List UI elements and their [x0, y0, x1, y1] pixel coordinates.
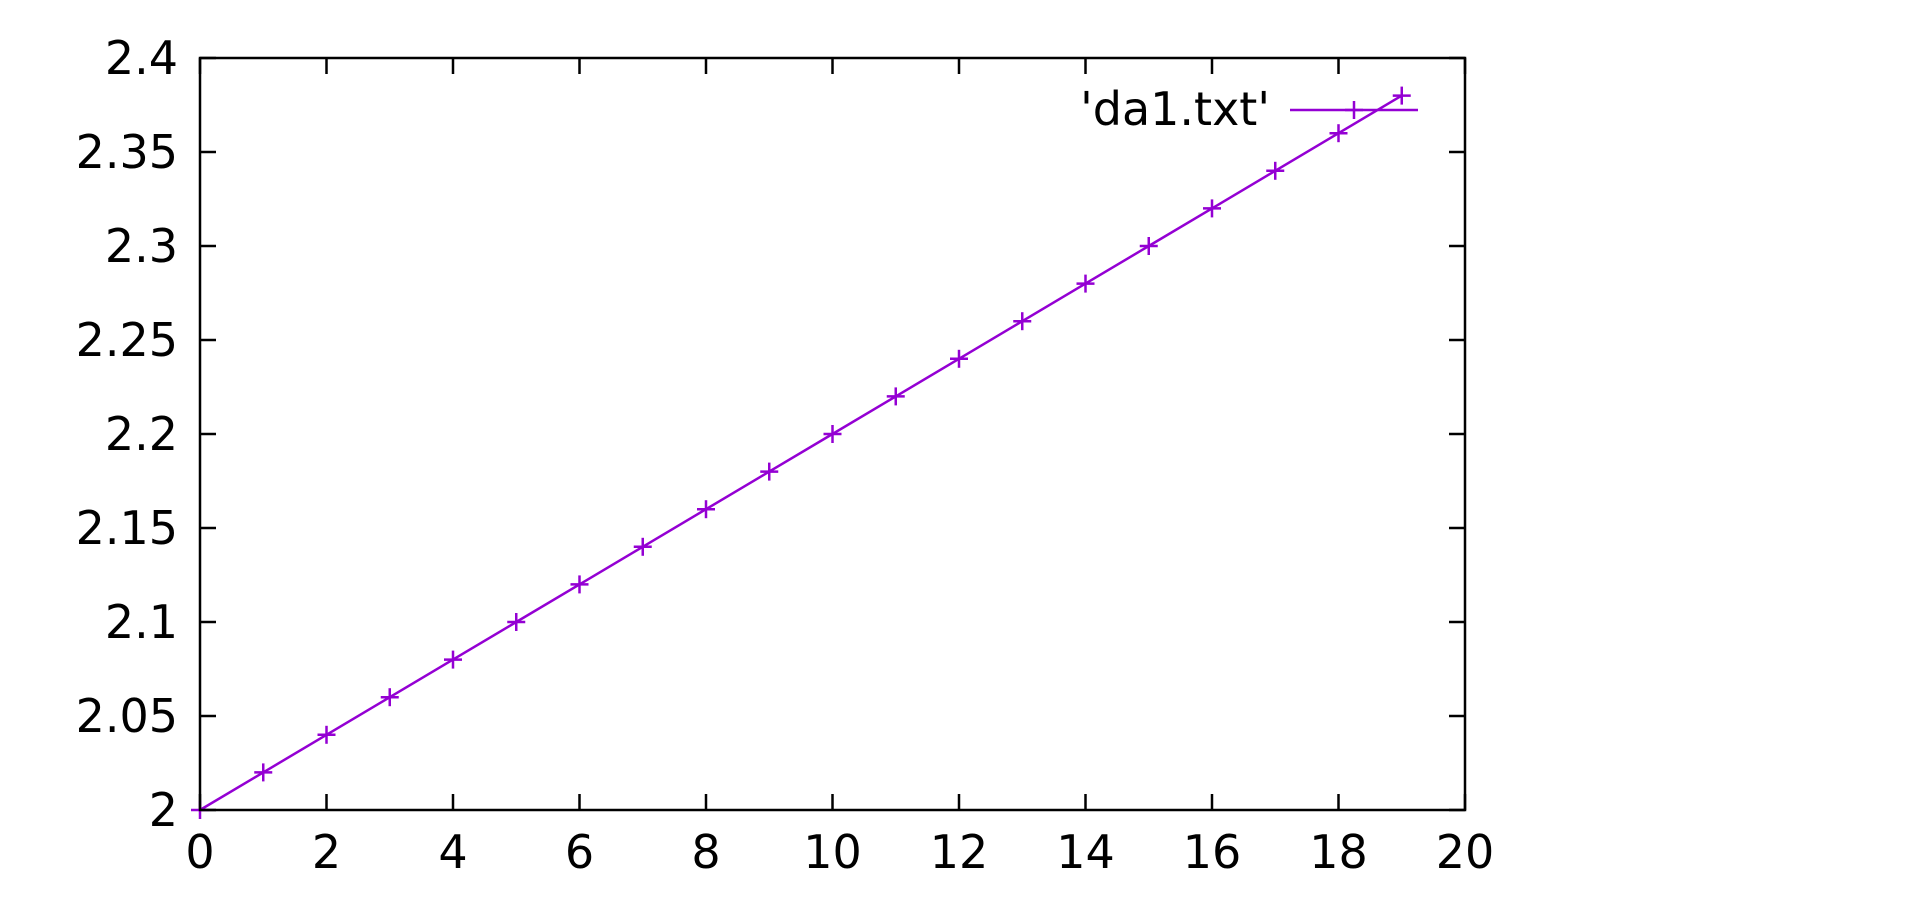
- data-point-marker: [1329, 124, 1348, 143]
- data-point-marker: [633, 537, 652, 556]
- data-point-marker: [380, 688, 399, 707]
- x-tick-label: 14: [1056, 825, 1115, 879]
- y-tick-label: 2.3: [105, 219, 178, 273]
- data-point-marker: [1392, 86, 1411, 105]
- y-tick-label: 2.4: [105, 31, 178, 85]
- series-line: [199, 94, 1403, 812]
- y-tick-label: 2.35: [76, 125, 178, 179]
- x-tick-label: 0: [185, 825, 214, 879]
- x-tick-label: 2: [312, 825, 341, 879]
- y-tick-label: 2: [149, 783, 178, 837]
- y-tick-label: 2.1: [105, 595, 178, 649]
- plot-frame: [198, 56, 1467, 812]
- y-tick-label: 2.2: [105, 407, 178, 461]
- series-layer: [191, 86, 1411, 819]
- x-tick-label: 12: [930, 825, 989, 879]
- x-tick-label: 4: [438, 825, 467, 879]
- data-point-marker: [1203, 199, 1221, 218]
- legend: 'da1.txt': [1080, 82, 1418, 136]
- x-tick-label: 16: [1183, 825, 1242, 879]
- data-point-marker: [254, 763, 273, 782]
- legend-label: 'da1.txt': [1080, 82, 1270, 136]
- y-tick-label: 2.25: [76, 313, 178, 367]
- y-tick-label: 2.05: [76, 689, 178, 743]
- data-point-marker: [317, 725, 336, 744]
- legend-marker: [1345, 101, 1363, 119]
- data-point-marker: [1266, 161, 1285, 180]
- y-tick-label: 2.15: [76, 501, 178, 555]
- x-tick-label: 6: [565, 825, 594, 879]
- data-point-marker: [1139, 237, 1158, 255]
- data-point-marker: [950, 349, 968, 368]
- x-tick-label: 20: [1436, 825, 1495, 879]
- data-point-marker: [1013, 312, 1032, 331]
- x-tick-label: 8: [691, 825, 720, 879]
- data-point-marker: [1076, 274, 1095, 293]
- data-point-marker: [570, 575, 589, 594]
- x-tick-label: 10: [803, 825, 862, 879]
- data-point-marker: [507, 613, 526, 631]
- data-point-marker: [697, 500, 715, 519]
- x-tick-label: 18: [1309, 825, 1368, 879]
- tick-labels: 0 2 4 6 8 10 12 14 16 18 2022.052.12.152.22.252.32…: [76, 31, 1495, 879]
- data-point-marker: [823, 425, 842, 443]
- data-point-marker: [444, 650, 462, 669]
- data-point-marker: [760, 462, 779, 481]
- data-point-marker: [886, 387, 905, 406]
